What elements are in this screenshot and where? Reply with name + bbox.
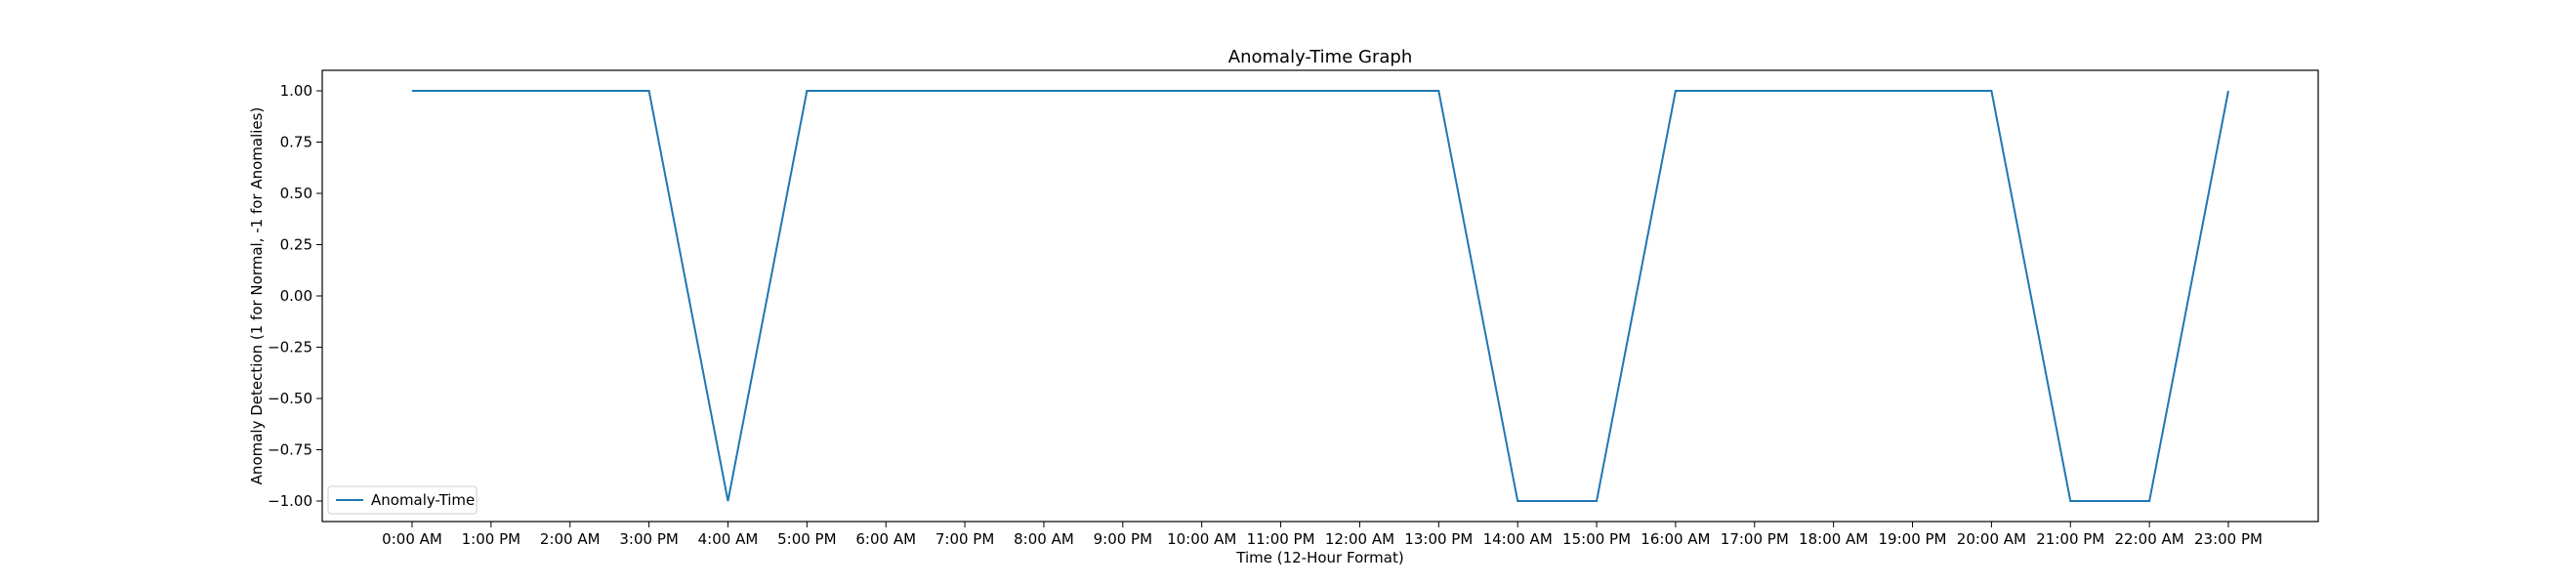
- x-tick-label: 21:00 PM: [2036, 530, 2104, 548]
- x-tick-label: 19:00 PM: [1879, 530, 1947, 548]
- x-tick-label: 12:00 AM: [1325, 530, 1394, 548]
- x-tick-label: 23:00 PM: [2194, 530, 2263, 548]
- x-tick-label: 5:00 PM: [777, 530, 836, 548]
- y-tick-label: −0.50: [268, 390, 312, 407]
- x-axis-label: Time (12-Hour Format): [1235, 549, 1403, 566]
- x-tick-label: 4:00 AM: [698, 530, 759, 548]
- series-line-anomaly-time: [412, 90, 2229, 502]
- plot-area: [321, 69, 2319, 523]
- x-tick-label: 20:00 AM: [1957, 530, 2026, 548]
- x-tick-label: 15:00 PM: [1562, 530, 1631, 548]
- y-tick-label: 0.75: [280, 134, 312, 151]
- y-tick-label: 1.00: [280, 82, 312, 100]
- legend-label: Anomaly-Time: [371, 491, 475, 509]
- series-group: [412, 90, 2229, 502]
- y-tick-label: −0.25: [268, 339, 312, 356]
- x-axis: 0:00 AM 1:00 PM 2:00 AM 3:00 PM 4:00 AM 5:00 …: [382, 522, 2263, 548]
- x-tick-label: 3:00 PM: [619, 530, 678, 548]
- y-tick-label: −0.75: [268, 441, 312, 459]
- x-tick-label: 18:00 AM: [1799, 530, 1868, 548]
- y-tick-label: −1.00: [268, 492, 312, 510]
- x-tick-label: 1:00 PM: [462, 530, 520, 548]
- y-tick-label: 0.25: [280, 236, 312, 254]
- x-tick-label: 17:00 PM: [1721, 530, 1789, 548]
- x-tick-label: 13:00 PM: [1404, 530, 1473, 548]
- x-tick-label: 0:00 AM: [382, 530, 442, 548]
- x-tick-label: 22:00 AM: [2115, 530, 2184, 548]
- y-axis-label: Anomaly Detection (1 for Normal, -1 for …: [248, 107, 266, 485]
- y-tick-label: 0.00: [280, 287, 312, 305]
- x-tick-label: 7:00 PM: [935, 530, 994, 548]
- chart-title: Anomaly-Time Graph: [1228, 47, 1412, 67]
- x-tick-label: 8:00 AM: [1014, 530, 1074, 548]
- x-tick-label: 16:00 AM: [1641, 530, 1710, 548]
- y-tick-label: 0.50: [280, 185, 312, 202]
- x-tick-label: 6:00 AM: [855, 530, 916, 548]
- x-tick-label: 9:00 PM: [1094, 530, 1152, 548]
- x-tick-label: 2:00 AM: [540, 530, 601, 548]
- legend: Anomaly-Time: [327, 485, 478, 515]
- x-tick-label: 14:00 AM: [1483, 530, 1553, 548]
- x-tick-label: 10:00 AM: [1167, 530, 1236, 548]
- legend-box: [327, 485, 478, 515]
- x-tick-label: 11:00 PM: [1247, 530, 1315, 548]
- y-axis: 1.00 0.75 0.50 0.25 0.00 −0.25 −0.50 −0.75 −1.00: [268, 82, 322, 510]
